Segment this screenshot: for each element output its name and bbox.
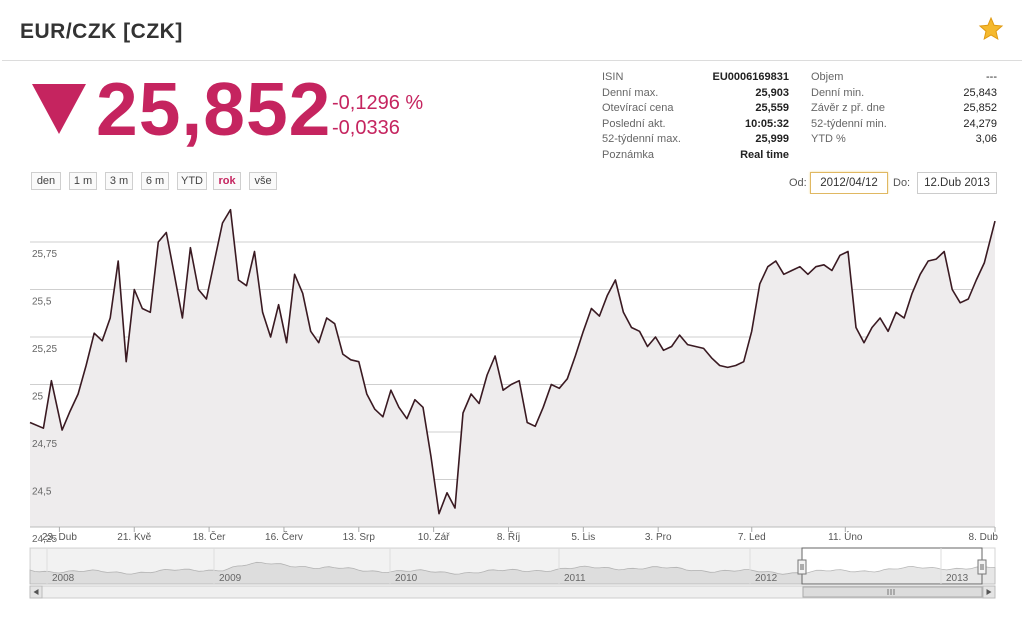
stat-row: 52-týdenní min. 24,279 (811, 117, 997, 133)
scrollbar-thumb[interactable] (802, 586, 983, 598)
navigator-series (29, 561, 996, 585)
range-button-1m[interactable]: 1 m (69, 172, 97, 190)
stat-row: Denní min. 25,843 (811, 86, 997, 102)
navigator-handle-right[interactable] (977, 559, 987, 575)
y-tick-label: 24,75 (32, 439, 57, 450)
stat-label: Poslední akt. (602, 117, 666, 130)
stat-value: Real time (740, 148, 789, 161)
stat-label: Závěr z př. dne (811, 102, 885, 115)
stat-value: 25,843 (963, 86, 997, 99)
to-date-input[interactable]: 12.Dub 2013 (917, 172, 997, 194)
y-tick-label: 25,75 (32, 249, 57, 260)
x-tick-label: 18. Čer (193, 530, 226, 543)
stat-label: YTD % (811, 133, 846, 146)
stat-label: Denní min. (811, 86, 865, 99)
stat-value: EU0006169831 (712, 71, 789, 83)
price-area (30, 209, 995, 527)
stat-value: 25,852 (963, 102, 997, 115)
navigator-year-label: 2013 (946, 573, 969, 584)
navigator-mask (30, 548, 802, 584)
stat-label: 52-týdenní max. (602, 133, 681, 146)
stat-row: ISIN EU0006169831 (602, 70, 789, 86)
price-line (29, 208, 996, 515)
x-tick-label: 16. Červ (265, 530, 303, 543)
stat-label: Otevírací cena (602, 102, 674, 115)
range-button-ytd[interactable]: YTD (177, 172, 207, 190)
grip-icon[interactable] (887, 589, 895, 595)
stat-label: Denní max. (602, 86, 659, 99)
x-tick-label: 23. Dub (42, 532, 77, 543)
navigator-year-label: 2010 (395, 573, 418, 584)
to-date-label: Do: (893, 177, 911, 189)
stat-row: Závěr z př. dne 25,852 (811, 101, 997, 117)
stat-value: 3,06 (975, 133, 997, 146)
triangle-down-icon (32, 84, 86, 134)
stat-value: 24,279 (963, 117, 997, 130)
navigator-years: 2008 2009 2010 2011 2012 2013 (46, 548, 969, 584)
navigator-year-label: 2012 (755, 573, 778, 584)
y-axis: 25,75 25,5 25,25 25 24,75 24,5 24,25 (32, 249, 57, 545)
navigator-year-label: 2011 (564, 573, 586, 584)
from-date-label: Od: (789, 177, 807, 189)
stat-row: 52-týdenní max. 25,999 (602, 132, 789, 148)
x-axis: 23. Dub 21. Kvě 18. Čer 16. Červ 13. Srp 10. … (42, 527, 999, 543)
navigator-handle-left[interactable] (797, 559, 807, 575)
stat-label: 52-týdenní min. (811, 117, 887, 130)
stat-value: --- (986, 71, 997, 83)
stats-table-right: Objem --- Denní min. 25,843 Závěr z př. dn… (811, 70, 997, 148)
stats-table-left: ISIN EU0006169831 Denní max. 25,903 Otevír… (602, 70, 789, 164)
stat-row: YTD % 3,06 (811, 132, 997, 148)
change-percent: -0,1296 % (332, 92, 424, 114)
x-tick-label: 8. Dub (969, 532, 999, 543)
x-tick-label: 5. Lis (571, 532, 595, 543)
x-tick-label: 11. Úno (828, 530, 863, 543)
range-button-vse[interactable]: vše (249, 172, 277, 190)
last-price: 25,852 (96, 67, 332, 151)
y-tick-label: 25,5 (32, 297, 52, 308)
navigator-year-label: 2009 (219, 573, 242, 584)
range-button-6m[interactable]: 6 m (141, 172, 169, 190)
stat-label: Poznámka (602, 148, 654, 161)
range-button-den[interactable]: den (31, 172, 61, 190)
stat-row: Poslední akt. 10:05:32 (602, 117, 789, 133)
y-tick-label: 25,25 (32, 344, 57, 355)
stat-value: 25,559 (755, 102, 789, 115)
range-button-rok[interactable]: rok (213, 172, 241, 190)
stat-value: 25,903 (755, 86, 789, 99)
stat-value: 10:05:32 (744, 117, 789, 130)
star-icon[interactable] (978, 16, 1004, 42)
range-button-3m[interactable]: 3 m (105, 172, 133, 190)
y-tick-label: 24,25 (32, 534, 57, 545)
stat-row: Denní max. 25,903 (602, 86, 789, 102)
instrument-title: EUR/CZK [CZK] (20, 20, 183, 43)
change-absolute: -0,0336 (332, 117, 400, 139)
arrow-left-icon[interactable] (29, 585, 43, 599)
arrow-right-icon[interactable] (982, 585, 996, 599)
y-tick-label: 24,5 (32, 487, 52, 498)
stat-value: 25,999 (755, 133, 789, 146)
stat-label: ISIN (602, 71, 624, 83)
navigator-year-label: 2008 (52, 573, 75, 584)
x-tick-label: 8. Říj (497, 530, 520, 543)
x-tick-label: 10. Zář (418, 532, 450, 543)
stat-row: Poznámka Real time (602, 148, 789, 164)
x-tick-label: 7. Led (738, 532, 766, 543)
stat-row: Objem --- (811, 70, 997, 86)
stat-label: Objem (811, 71, 844, 83)
header-divider (2, 60, 1022, 61)
from-date-input[interactable]: 2012/04/12 (810, 172, 888, 194)
x-tick-label: 21. Kvě (117, 532, 151, 543)
x-tick-label: 3. Pro (645, 532, 672, 543)
y-tick-label: 25 (32, 392, 44, 403)
x-tick-label: 13. Srp (343, 532, 376, 543)
stat-row: Otevírací cena 25,559 (602, 101, 789, 117)
